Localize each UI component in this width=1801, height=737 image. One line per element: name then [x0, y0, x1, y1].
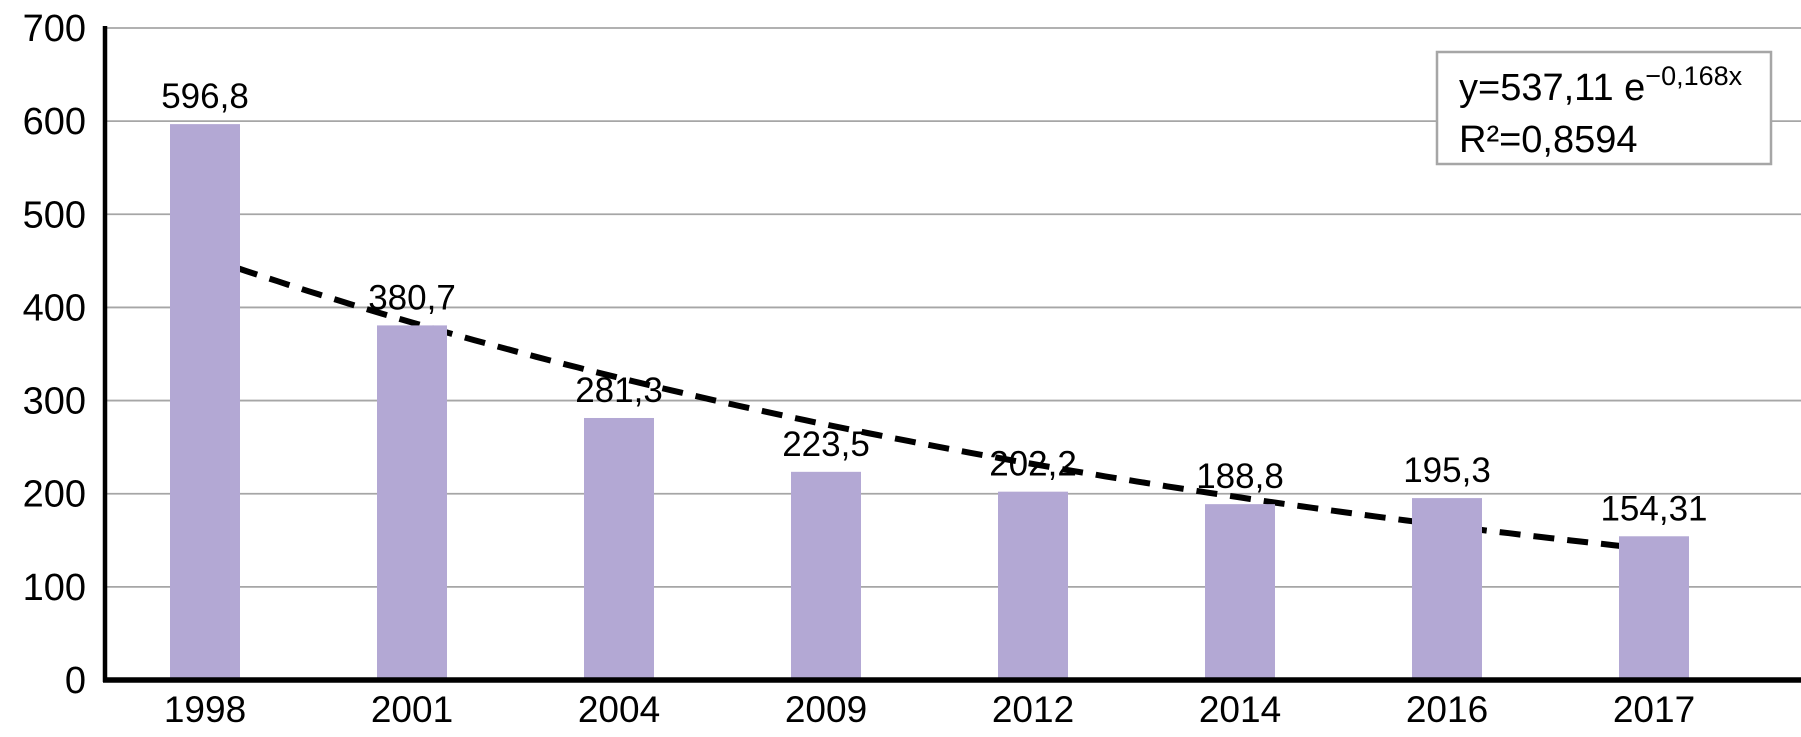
bar-value-label: 202,2 — [989, 445, 1077, 484]
bar-value-label: 154,31 — [1600, 489, 1707, 528]
y-tick-label: 300 — [23, 381, 86, 423]
x-tick-label: 2017 — [1613, 689, 1695, 730]
bar-value-label: 223,5 — [782, 425, 870, 464]
bar-value-labels: 596,8 380,7 281,3 223,5 202,2 188,8 195,3 154,3… — [161, 77, 1707, 528]
x-axis-tick-labels: 1998 2001 2004 2009 2012 2014 2016 2017 — [164, 689, 1695, 730]
bars — [170, 124, 1689, 681]
bar-value-label: 188,8 — [1196, 457, 1284, 496]
x-tick-label: 1998 — [164, 689, 246, 730]
bar-2017 — [1619, 536, 1689, 680]
bar-1998 — [170, 124, 240, 681]
x-tick-label: 2014 — [1199, 689, 1281, 730]
x-tick-label: 2001 — [371, 689, 453, 730]
bar-value-label: 380,7 — [368, 278, 456, 317]
bar-value-label: 281,3 — [575, 371, 663, 410]
y-tick-label: 400 — [23, 287, 86, 329]
y-tick-label: 0 — [65, 660, 86, 702]
trendline-equation-box: y=537,11 e−0,168x R²=0,8594 — [1435, 50, 1773, 166]
r-squared-label: R²=0,8594 — [1459, 119, 1638, 161]
bar-2016 — [1412, 498, 1482, 680]
y-axis-tick-labels: 0 100 200 300 400 500 600 700 — [23, 8, 86, 702]
x-tick-label: 2009 — [785, 689, 867, 730]
y-tick-label: 600 — [23, 101, 86, 143]
bar-2012 — [998, 491, 1068, 680]
y-tick-label: 500 — [23, 194, 86, 236]
equation-box-frame — [1435, 50, 1773, 166]
bar-value-label: 596,8 — [161, 77, 249, 116]
y-tick-label: 200 — [23, 474, 86, 516]
y-tick-label: 700 — [23, 8, 86, 50]
x-tick-label: 2016 — [1406, 689, 1488, 730]
bar-2001 — [377, 325, 447, 680]
bar-2014 — [1205, 504, 1275, 680]
bar-2004 — [584, 417, 654, 680]
x-tick-label: 2004 — [578, 689, 660, 730]
x-tick-label: 2012 — [992, 689, 1074, 730]
y-tick-label: 100 — [23, 567, 86, 609]
bar-2009 — [791, 471, 861, 680]
bar-value-label: 195,3 — [1403, 451, 1491, 490]
trendline-equation: y=537,11 e−0,168x — [1459, 61, 1743, 109]
